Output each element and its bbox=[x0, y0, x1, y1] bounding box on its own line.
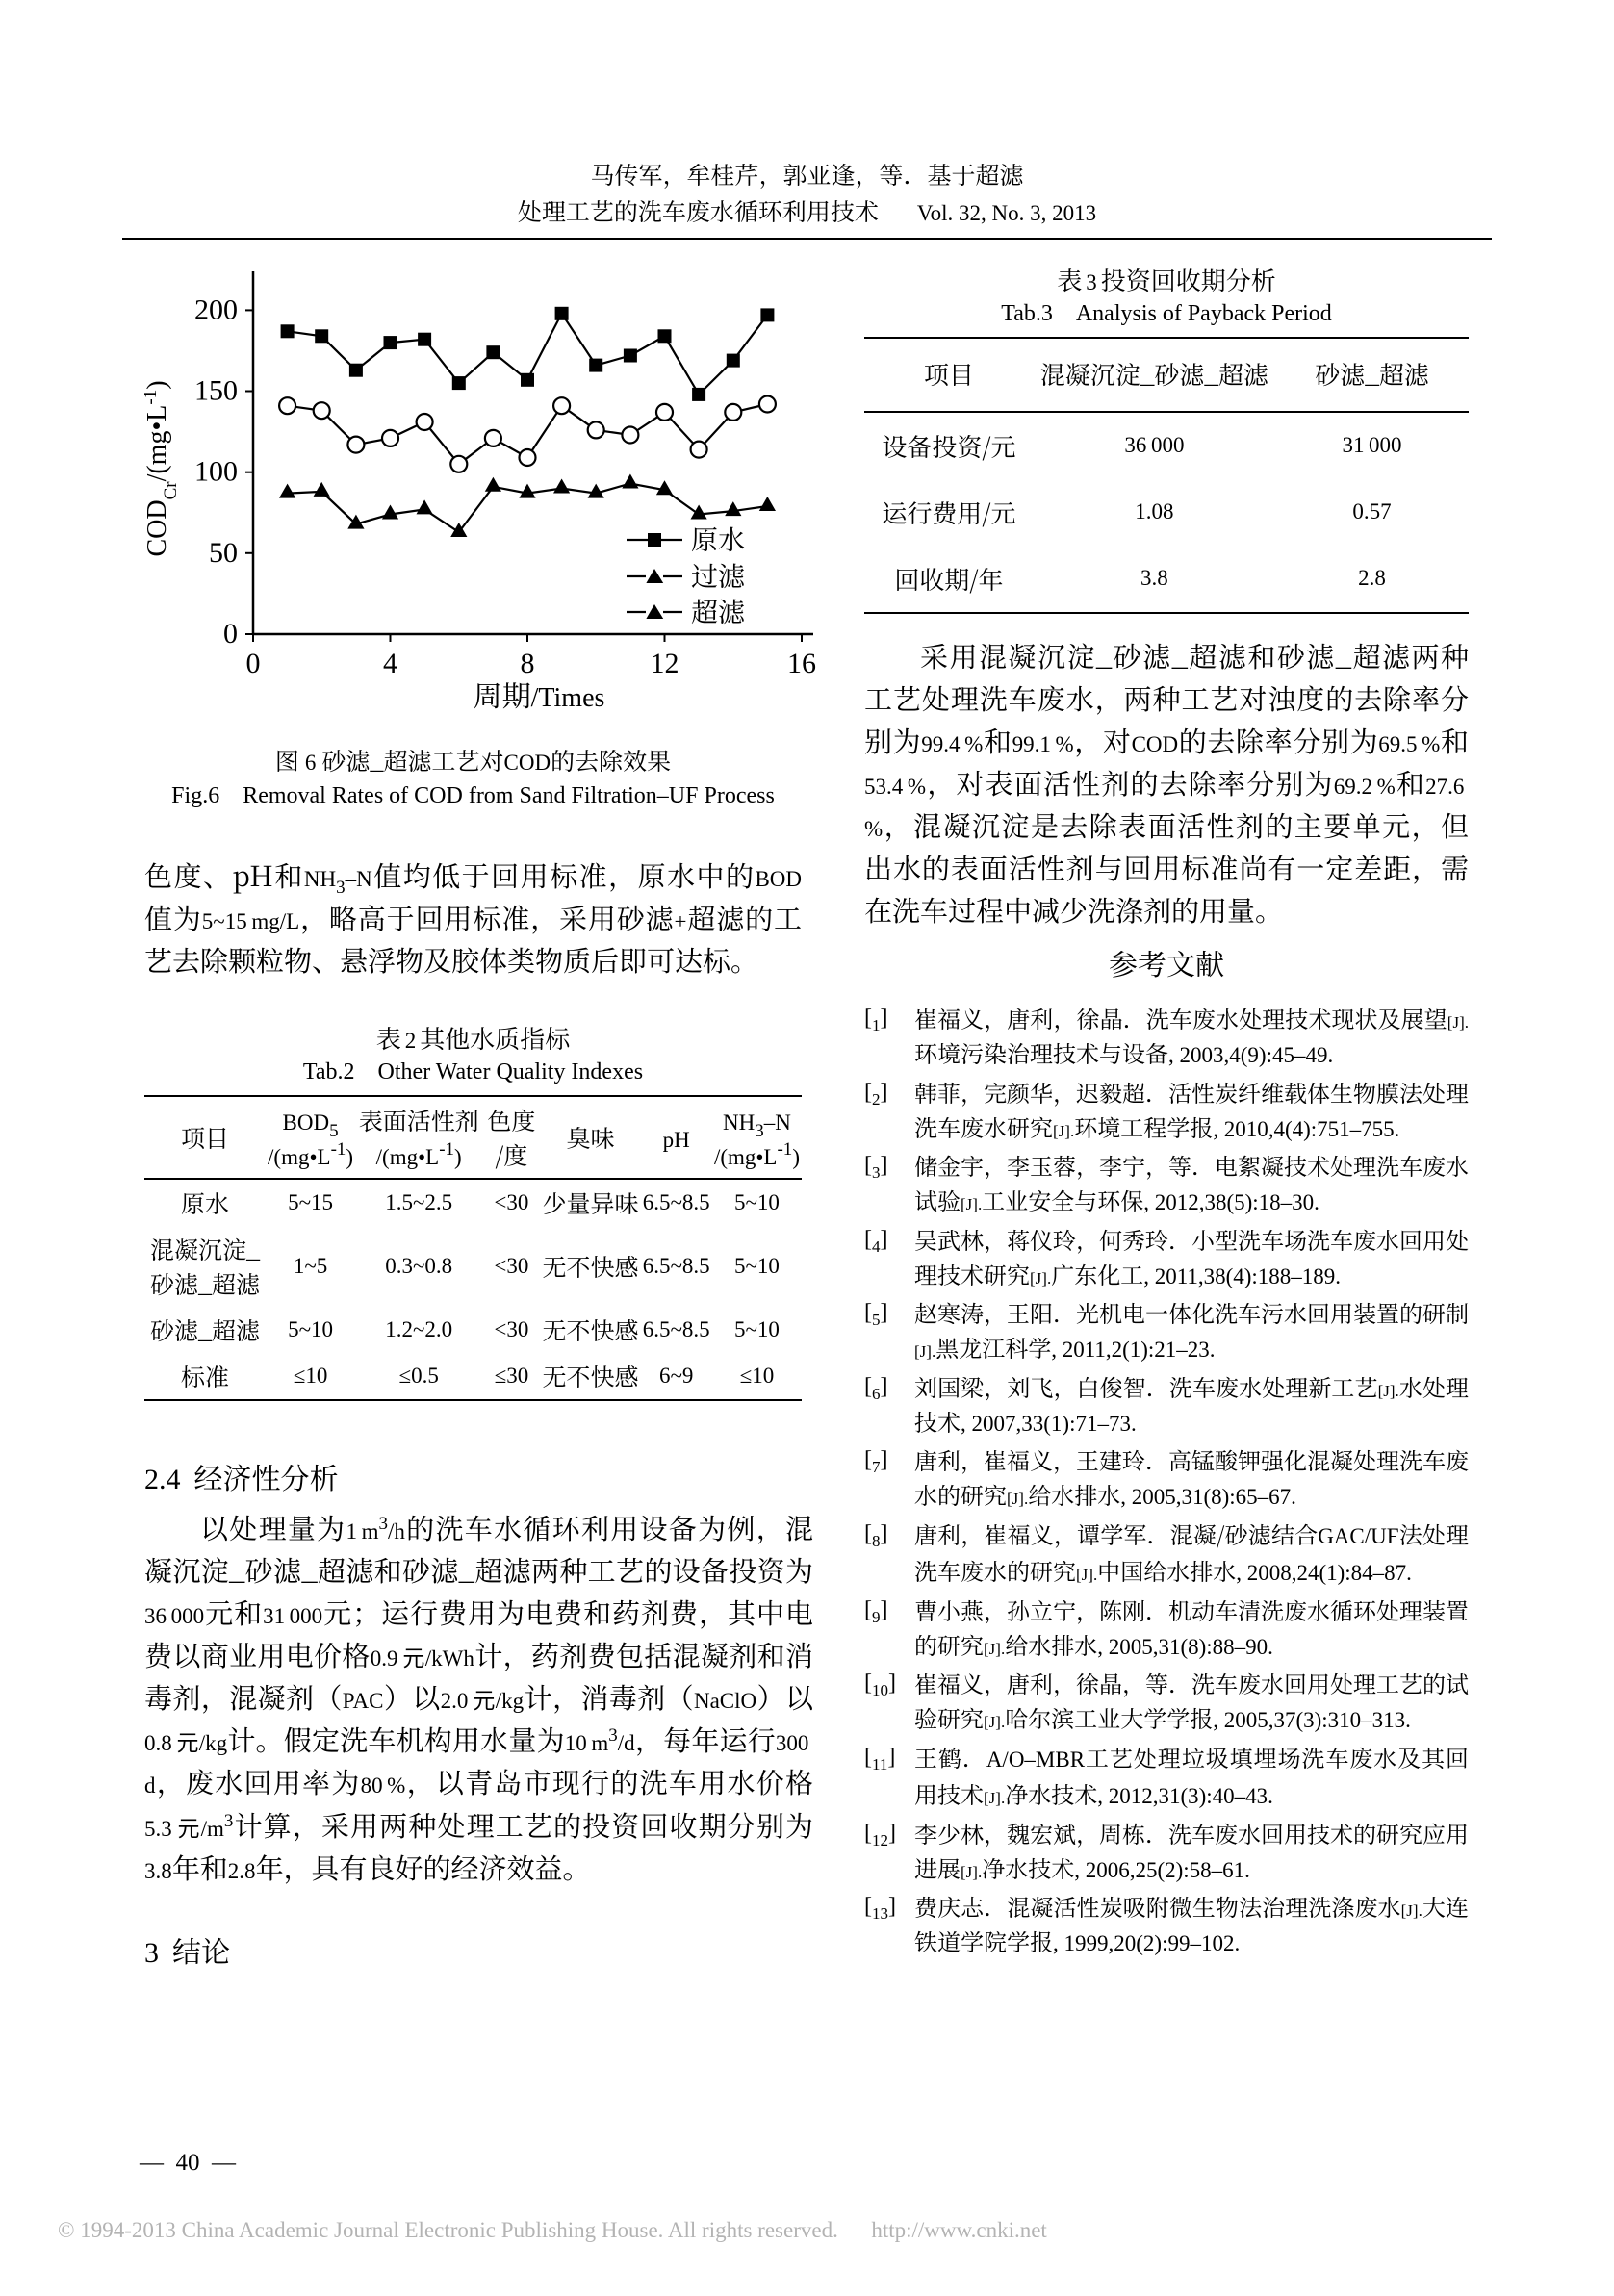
svg-text:CODCr/(mg•L-1): CODCr/(mg•L-1) bbox=[144, 380, 181, 556]
svg-text:超滤: 超滤 bbox=[691, 592, 745, 630]
svg-text:200: 200 bbox=[194, 293, 238, 325]
svg-text:周期/Times: 周期/Times bbox=[474, 673, 605, 715]
svg-text:0: 0 bbox=[246, 648, 261, 679]
svg-text:过滤: 过滤 bbox=[691, 556, 745, 595]
svg-text:16: 16 bbox=[787, 648, 816, 679]
svg-text:4: 4 bbox=[383, 648, 397, 679]
svg-text:150: 150 bbox=[194, 375, 238, 407]
svg-text:0: 0 bbox=[223, 618, 238, 650]
svg-text:原水: 原水 bbox=[691, 520, 745, 558]
svg-text:100: 100 bbox=[194, 456, 238, 488]
svg-text:12: 12 bbox=[651, 648, 679, 679]
svg-text:50: 50 bbox=[209, 537, 238, 569]
